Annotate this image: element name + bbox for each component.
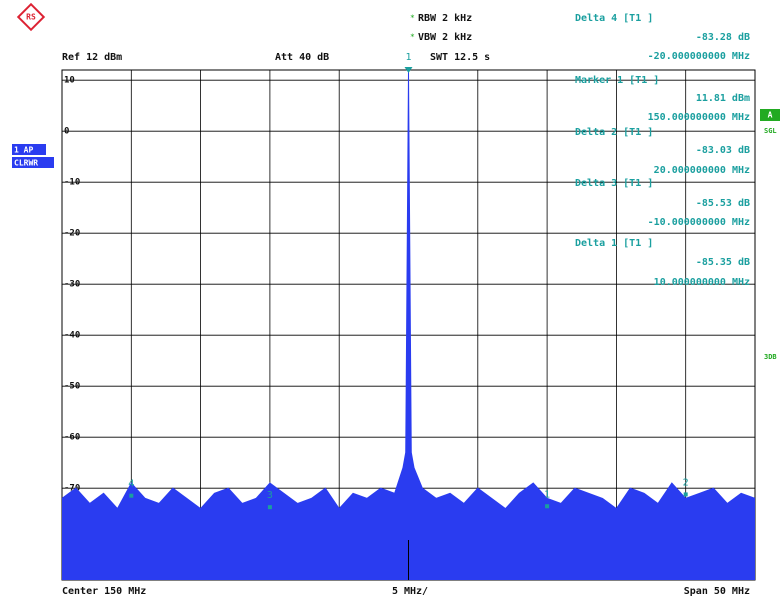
- marker: [129, 493, 134, 498]
- y-tick-label: -60: [64, 433, 80, 443]
- sweep-time: SWT 12.5 s: [430, 52, 490, 63]
- a-badge: [760, 109, 780, 121]
- span: Span 50 MHz: [684, 586, 750, 597]
- marker-label: 2: [683, 477, 689, 488]
- y-tick-label: -50: [64, 382, 80, 392]
- mode-badge: [12, 157, 54, 168]
- rbw: RBW 2 kHz: [418, 13, 472, 24]
- marker-label: 1: [405, 52, 411, 63]
- marker-value: -85.35 dB: [696, 257, 750, 268]
- vbw: VBW 2 kHz: [418, 32, 472, 43]
- marker-title: Marker 1 [T1 ]: [575, 75, 659, 86]
- attenuation: Att 40 dB: [275, 52, 329, 63]
- y-tick-label: 0: [64, 127, 69, 137]
- marker-freq: -10.000000000 MHz: [648, 217, 750, 228]
- y-tick-label: -20: [64, 229, 80, 239]
- marker: [404, 66, 413, 73]
- marker-title: Delta 4 [T1 ]: [575, 13, 653, 24]
- marker: [267, 505, 272, 510]
- marker-title: Delta 1 [T1 ]: [575, 238, 653, 249]
- ref-level: Ref 12 dBm: [62, 52, 122, 63]
- 3db-label: 3DB: [764, 353, 777, 361]
- division: 5 MHz/: [392, 586, 428, 597]
- marker-value: -85.53 dB: [696, 198, 750, 209]
- y-tick-label: -30: [64, 280, 80, 290]
- y-tick-label: -70: [64, 484, 80, 494]
- marker-title: Delta 3 [T1 ]: [575, 178, 653, 189]
- marker-freq: 20.000000000 MHz: [654, 165, 750, 176]
- y-tick-label: -40: [64, 331, 80, 341]
- logo: RS: [16, 2, 46, 32]
- svg-text:RS: RS: [26, 13, 36, 22]
- marker: [545, 504, 550, 509]
- marker: [683, 492, 688, 497]
- y-tick-label: -10: [64, 178, 80, 188]
- center-freq: Center 150 MHz: [62, 586, 146, 597]
- marker-freq: 150.000000000 MHz: [648, 112, 750, 123]
- a-label: A: [768, 111, 773, 120]
- marker-freq: -20.000000000 MHz: [648, 51, 750, 62]
- marker-title: Delta 2 [T1 ]: [575, 127, 653, 138]
- mode-label: CLRWR: [14, 159, 38, 168]
- vbw-flag: *: [410, 33, 415, 42]
- marker-label: 3: [267, 490, 273, 501]
- y-tick-label: 10: [64, 76, 75, 86]
- marker-value: -83.28 dB: [696, 32, 750, 43]
- sgl-label: SGL: [764, 127, 777, 135]
- marker-freq: 10.000000000 MHz: [654, 277, 750, 288]
- marker-label: 1: [544, 489, 550, 500]
- rbw-flag: *: [410, 14, 415, 23]
- trace-area: [62, 70, 755, 581]
- trace-label: 1 AP: [14, 146, 33, 155]
- trace-badge: [12, 144, 46, 155]
- marker-value: 11.81 dBm: [696, 93, 750, 104]
- marker-label: 4: [128, 479, 134, 490]
- marker-value: -83.03 dB: [696, 145, 750, 156]
